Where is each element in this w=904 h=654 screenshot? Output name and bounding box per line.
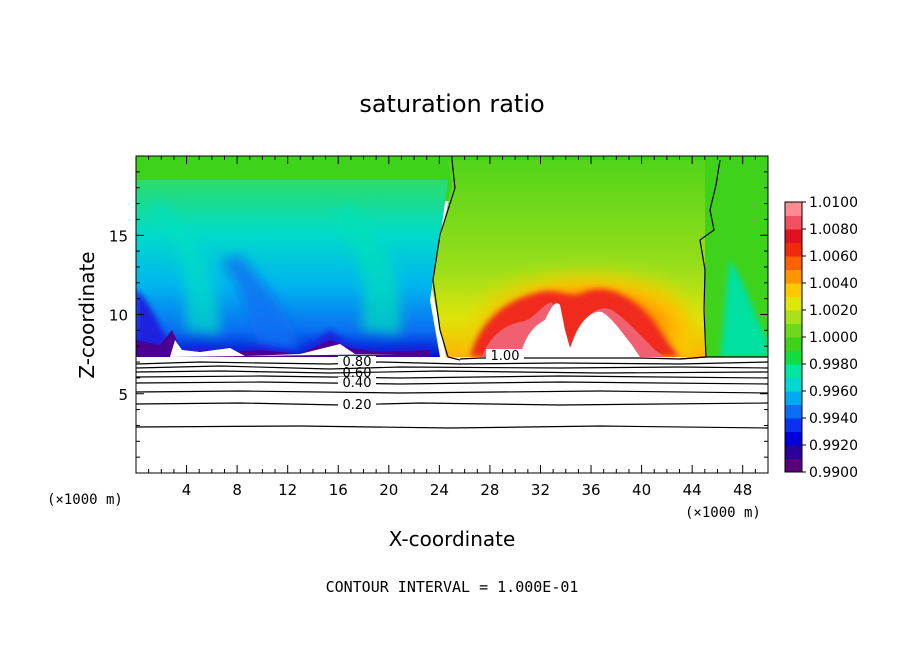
colorbar-label-3: 1.0040 [809, 276, 858, 292]
colorbar-swatch-10 [785, 323, 802, 338]
colorbar-swatch-13 [785, 283, 802, 297]
contour-line-0.20 [135, 402, 769, 406]
contour-line-0.10 [135, 425, 769, 429]
contour-line-1.00-base [459, 356, 768, 360]
colorbar-swatch-11 [785, 310, 802, 324]
contour-line-0.80 [135, 361, 769, 365]
contour-line-0.70 [135, 365, 769, 370]
y-tick-label-10: 10 [109, 307, 128, 325]
contour-label-bg-0.80 [338, 356, 376, 367]
contour-label-0.40: 0.40 [343, 376, 372, 391]
x-tick-label-4: 4 [182, 481, 192, 499]
x-tick-label-48: 48 [733, 481, 752, 499]
cloud-pocket [520, 303, 640, 357]
x-tick-label-12: 12 [278, 481, 297, 499]
colorbar-swatch-15 [785, 256, 802, 270]
plot-area [136, 156, 768, 473]
blue-trough-1 [220, 255, 300, 352]
y-axis-ticks: 5 10 15 [109, 171, 768, 458]
x-tick-label-28: 28 [480, 481, 499, 499]
x-tick-label-40: 40 [632, 481, 651, 499]
colorbar-swatch-8 [785, 350, 802, 365]
colorbar-swatch-3 [785, 418, 802, 432]
x-tick-label-20: 20 [379, 481, 398, 499]
colorbar [784, 201, 803, 473]
colorbar-label-0: 1.0100 [809, 195, 858, 211]
purple-rim [136, 330, 430, 357]
contour-line-0.60 [135, 370, 769, 374]
contour-label-0.20: 0.20 [343, 398, 372, 413]
x-tick-label-32: 32 [531, 481, 550, 499]
x-tick-label-24: 24 [430, 481, 449, 499]
colorbar-swatch-6 [785, 377, 802, 392]
contour-label-bg-0.40 [338, 377, 376, 388]
contour-line-0.30 [135, 390, 769, 394]
contour-line-1.00-left [432, 159, 461, 361]
colorbar-swatch-9 [785, 337, 802, 351]
x-axis-label: X-coordinate [389, 527, 516, 551]
colorbar-label-4: 1.0020 [809, 303, 858, 319]
x-tick-label-44: 44 [683, 481, 702, 499]
x-tick-label-8: 8 [232, 481, 242, 499]
contour-interval-note: CONTOUR INTERVAL = 1.000E-01 [326, 578, 579, 596]
colorbar-swatch-1 [785, 445, 802, 459]
colorbar-label-7: 0.9960 [809, 384, 858, 400]
colorbar-swatch-7 [785, 364, 802, 378]
x-axis-ticks: 4 8 12 16 20 24 28 32 36 40 44 48 [148, 156, 756, 499]
y-tick-label-15: 15 [109, 227, 128, 245]
colorbar-swatch-17 [785, 229, 802, 243]
x-tick-label-16: 16 [329, 481, 348, 499]
colorbar-swatch-16 [785, 242, 802, 257]
contour-line-1.00-right [679, 159, 721, 360]
right-cyan-edge [720, 260, 768, 357]
y-tick-label-5: 5 [118, 386, 128, 404]
colorbar-swatch-12 [785, 296, 802, 311]
colorbar-swatch-18 [785, 215, 802, 230]
colorbar-label-8: 0.9940 [809, 411, 858, 427]
x-axis-unit: (×1000 m) [685, 505, 761, 521]
colorbar-swatch-14 [785, 269, 802, 284]
colorbar-label-9: 0.9920 [809, 438, 858, 454]
y-axis-unit: (×1000 m) [47, 492, 123, 508]
contour-line-0.50 [135, 375, 769, 379]
contour-label-bg-0.20 [338, 398, 376, 410]
colorbar-label-1: 1.0080 [809, 222, 858, 238]
y-axis-label: Z-coordinate [75, 251, 99, 378]
contour-label-bg-1.00 [486, 349, 524, 361]
colorbar-swatch-2 [785, 431, 802, 446]
colorbar-label-2: 1.0060 [809, 249, 858, 265]
colorbar-swatch-5 [785, 391, 802, 405]
contour-labels: 1.00 0.80 0.60 0.40 0.20 [338, 349, 524, 413]
colorbar-label-6: 0.9980 [809, 357, 858, 373]
colorbar-label-5: 1.0000 [809, 330, 858, 346]
contour-line-0.40 [135, 381, 769, 385]
colorbar-swatch-4 [785, 404, 802, 419]
cyan-plume-2 [330, 205, 401, 335]
colorbar-swatch-0 [785, 458, 802, 473]
cyan-plume-1 [150, 200, 220, 335]
contour-lines [135, 159, 769, 429]
x-tick-label-36: 36 [581, 481, 600, 499]
colorbar-swatch-19 [785, 202, 802, 216]
chart-title: saturation ratio [359, 90, 544, 118]
contour-label-0.80: 0.80 [343, 355, 372, 370]
lower-layer [136, 357, 768, 473]
colorbar-label-10: 0.9900 [809, 465, 858, 481]
contour-label-1.00: 1.00 [491, 349, 520, 364]
left-edge-pocket [170, 340, 400, 357]
colorbar-labels: 1.0100 1.0080 1.0060 1.0040 1.0020 1.0000 0.99… [802, 195, 858, 481]
